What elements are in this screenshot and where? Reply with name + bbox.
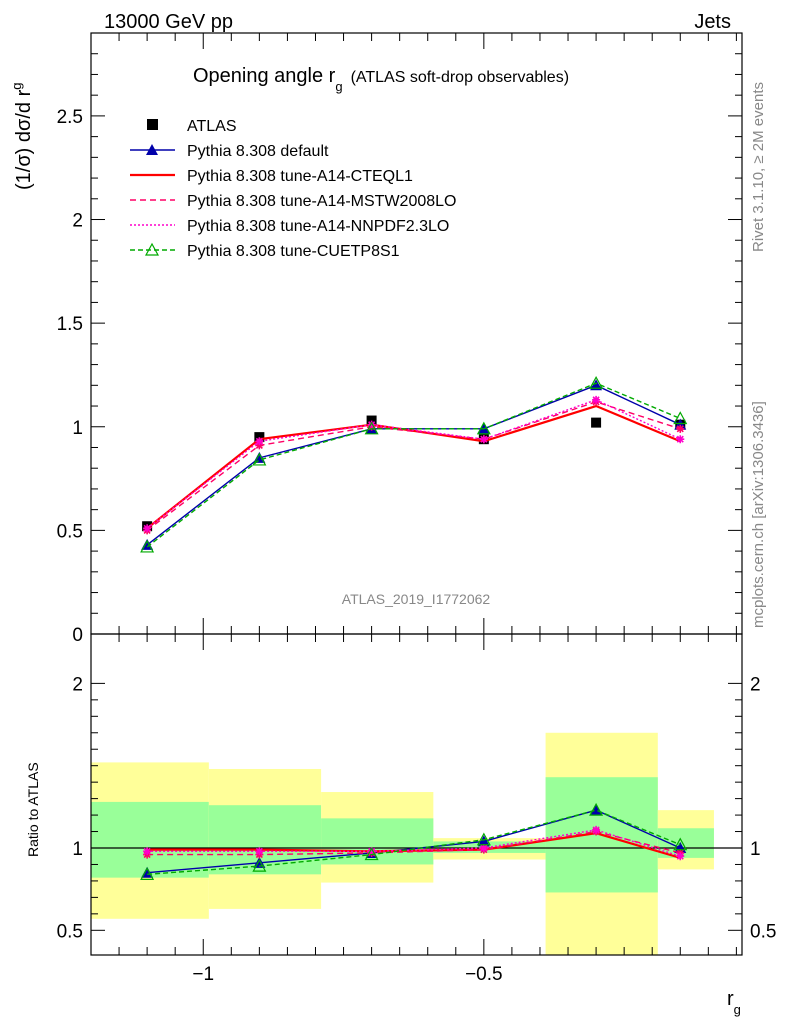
series-line-mstw (146, 401, 681, 531)
data-point-nnpdf (479, 435, 488, 444)
ratio-band-green (208, 805, 322, 875)
ratio-band-green (91, 801, 209, 878)
legend-label: Pythia 8.308 tune-A14-MSTW2008LO (187, 193, 456, 210)
y-tick-label: 1 (72, 418, 83, 439)
legend-label: Pythia 8.308 tune-A14-NNPDF2.3LO (187, 218, 449, 235)
y-tick-label: 1.5 (57, 314, 83, 335)
ratio-point-cuetp8s1 (252, 858, 267, 872)
ratio-point-cuetp8s1 (589, 802, 604, 816)
legend-marker-cuetp8s1 (144, 242, 160, 256)
plot-title: Opening angle rg(ATLAS soft-drop observa… (193, 65, 569, 94)
y-tick-label: 0 (72, 625, 83, 646)
data-point-nnpdf (255, 437, 264, 446)
data-point-nnpdf (592, 395, 601, 404)
ratio-point-default (590, 804, 603, 816)
ratio-y-tick-label-right: 0.5 (750, 921, 776, 942)
series-line-cuetp8s1 (146, 382, 681, 548)
data-point-cuetp8s1 (252, 452, 267, 466)
data-point-atlas (591, 417, 602, 428)
y-tick-label: 2 (72, 211, 83, 232)
rivet-label: Rivet 3.1.10, ≥ 2M events (750, 82, 767, 252)
ratio-point-nnpdf (592, 825, 601, 834)
legend-marker-atlas (147, 119, 158, 130)
x-tick-label: −1 (192, 964, 214, 985)
data-point-cuetp8s1 (364, 421, 379, 435)
header-left: 13000 GeV pp (104, 11, 233, 33)
legend: ATLAS Pythia 8.308 default Pythia 8.308 tu… (130, 118, 456, 260)
data-point-cuetp8s1 (673, 411, 688, 425)
ratio-point-cuetp8s1 (364, 847, 379, 861)
data-point-atlas (254, 432, 265, 443)
ratio-y-tick-label-right: 2 (750, 674, 761, 695)
ratio-band-green (433, 841, 546, 853)
ratio-point-nnpdf (143, 847, 152, 856)
ratio-line-cuetp8s1 (147, 809, 681, 876)
ratio-point-cuetp8s1 (673, 837, 688, 851)
legend-label: Pythia 8.308 tune-CUETP8S1 (187, 243, 400, 260)
ratio-y-axis-label: Ratio to ATLAS (25, 762, 41, 857)
ratio-point-default (477, 835, 490, 847)
ratio-point-nnpdf (676, 852, 685, 861)
legend-marker-default (146, 144, 158, 155)
ratio-y-tick-label: 0.5 (57, 921, 83, 942)
ratio-line-nnpdf (147, 829, 681, 857)
data-point-atlas (366, 415, 377, 426)
ratio-point-cuetp8s1 (476, 832, 491, 846)
legend-label: ATLAS (187, 118, 237, 135)
series-line-nnpdf (146, 399, 681, 529)
header-right: Jets (694, 11, 731, 33)
data-point-nnpdf (143, 524, 152, 533)
y-tick-label: 0.5 (57, 521, 83, 542)
legend-label: Pythia 8.308 tune-A14-CTEQL1 (187, 168, 413, 185)
ratio-line-mstw (147, 830, 681, 856)
data-point-mstw (676, 424, 685, 433)
legend-label: Pythia 8.308 default (187, 143, 329, 160)
ratio-band-green (321, 818, 434, 865)
data-point-cuetp8s1 (589, 375, 604, 389)
ratio-y-tick-label-right: 1 (750, 839, 761, 860)
mcplots-label: mcplots.cern.ch [arXiv:1306.3436] (750, 401, 767, 628)
ratio-point-nnpdf (479, 844, 488, 852)
ratio-y-tick-label: 1 (72, 839, 83, 860)
data-point-mstw (255, 441, 264, 450)
x-tick-label: −0.5 (465, 964, 503, 985)
ratio-point-nnpdf (367, 847, 376, 856)
data-point-default (590, 379, 603, 391)
ratio-y-tick-label: 2 (72, 674, 83, 695)
data-point-nnpdf (367, 420, 376, 429)
data-point-cuetp8s1 (476, 421, 491, 435)
y-tick-label: 2.5 (57, 107, 83, 128)
y-axis-label: (1/σ) dσ/d rg (9, 83, 35, 191)
data-point-nnpdf (676, 435, 685, 444)
ratio-frame (90, 633, 743, 956)
ratio-point-nnpdf (255, 847, 264, 856)
ratio-point-cuetp8s1 (140, 867, 155, 880)
ratio-plot: 0.5 0.5 1 1 2 2 −1 −0.5 (57, 633, 776, 985)
ratio-line-cteql1 (147, 832, 681, 859)
analysis-label: ATLAS_2019_I1772062 (342, 591, 491, 607)
main-plot: 0 0.5 1 1.5 2 2.5 (57, 32, 743, 646)
data-point-cuetp8s1 (140, 539, 155, 553)
x-axis-label: rg (727, 988, 741, 1017)
